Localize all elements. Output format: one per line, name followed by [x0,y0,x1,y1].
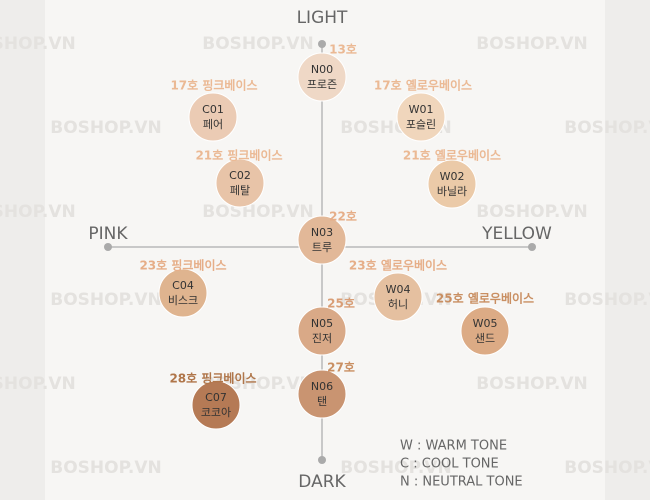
shade-code: N03 [311,226,333,239]
shade-code: W04 [386,283,411,296]
shade-label: 21호 옐로우베이스 [403,148,501,163]
shade-label: 28호 핑크베이스 [169,371,256,386]
axis-dot [528,243,536,251]
shade-code: C04 [172,279,194,292]
shade-label: 21호 핑크베이스 [195,148,282,163]
shade-name: 페어 [203,118,223,131]
axis-dot [104,243,112,251]
watermark: BOSHOP.VN [0,202,76,222]
shade-label: 23호 핑크베이스 [139,258,226,273]
shade-code: N00 [311,63,333,76]
watermark: BOSHOP.VN [0,34,76,54]
axis-label: LIGHT [297,8,348,28]
shade-swatch [460,306,510,356]
watermark: BOSHOP.VN [202,34,314,54]
watermark: BOSHOP.VN [50,290,162,310]
shade-label: 22호 [329,210,357,224]
shade-name: 포슬린 [406,118,436,131]
shade-swatch [373,272,423,322]
shade-name: 바닐라 [437,185,467,198]
shade-label: 17호 핑크베이스 [170,78,257,93]
shade-swatch [188,92,238,142]
watermark: BOSHOP.VN [202,202,314,222]
shade-name: 샌드 [475,332,495,345]
shade-label: 17호 옐로우베이스 [374,78,472,93]
shade-swatch [297,306,347,356]
watermark: BOSHOP.VN [564,290,650,310]
watermark: BOSHOP.VN [0,374,76,394]
watermark: BOSHOP.VN [476,34,588,54]
shade-code: C01 [202,103,224,116]
shade-swatch [158,268,208,318]
watermark: BOSHOP.VN [564,118,650,138]
shade-name: 진저 [312,332,332,345]
shade-swatch [215,158,265,208]
shade-label: 25호 [327,297,355,311]
shade-swatch [297,52,347,102]
shade-label: 27호 [327,361,355,375]
legend-item: N : NEUTRAL TONE [400,475,523,490]
shade-code: N05 [311,317,333,330]
watermark: BOSHOP.VN [476,202,588,222]
shade-label: 13호 [329,43,357,57]
shade-code: W01 [409,103,434,116]
nodes: N00 프로즌 13호 C01 페어 17호 핑크베이스 W01 포슬린 17호 옐로우베이스 C… [139,43,534,430]
shade-name: 페탈 [230,184,250,197]
shade-name: 코코아 [201,406,231,419]
axis-label: DARK [298,472,346,492]
shade-code: W02 [440,170,465,183]
shade-code: N06 [311,380,333,393]
shade-name: 트루 [312,241,332,254]
watermark: BOSHOP.VN [340,458,452,478]
axis-label: YELLOW [481,224,552,244]
legend-item: W : WARM TONE [400,439,507,454]
watermark: BOSHOP.VN [564,458,650,478]
axis-dot [318,40,326,48]
shade-label: 25호 옐로우베이스 [436,291,534,306]
shade-swatch [297,215,347,265]
shade-swatch [297,369,347,419]
axis-dot [318,456,326,464]
shade-code: C02 [229,169,251,182]
shade-label: 23호 옐로우베이스 [349,258,447,273]
shade-swatch [396,92,446,142]
watermark: BOSHOP.VN [476,374,588,394]
legend-item: C : COOL TONE [400,457,499,472]
axis-label: PINK [88,224,128,244]
watermark: BOSHOP.VN [50,118,162,138]
shade-code: C07 [205,391,227,404]
shade-name: 프로즌 [307,78,337,91]
shade-name: 비스크 [168,294,198,307]
watermark: BOSHOP.VN [50,458,162,478]
shade-swatch [427,159,477,209]
shade-name: 허니 [388,298,408,311]
shade-swatch [191,380,241,430]
shade-code: W05 [473,317,498,330]
shade-name: 탠 [317,395,327,408]
